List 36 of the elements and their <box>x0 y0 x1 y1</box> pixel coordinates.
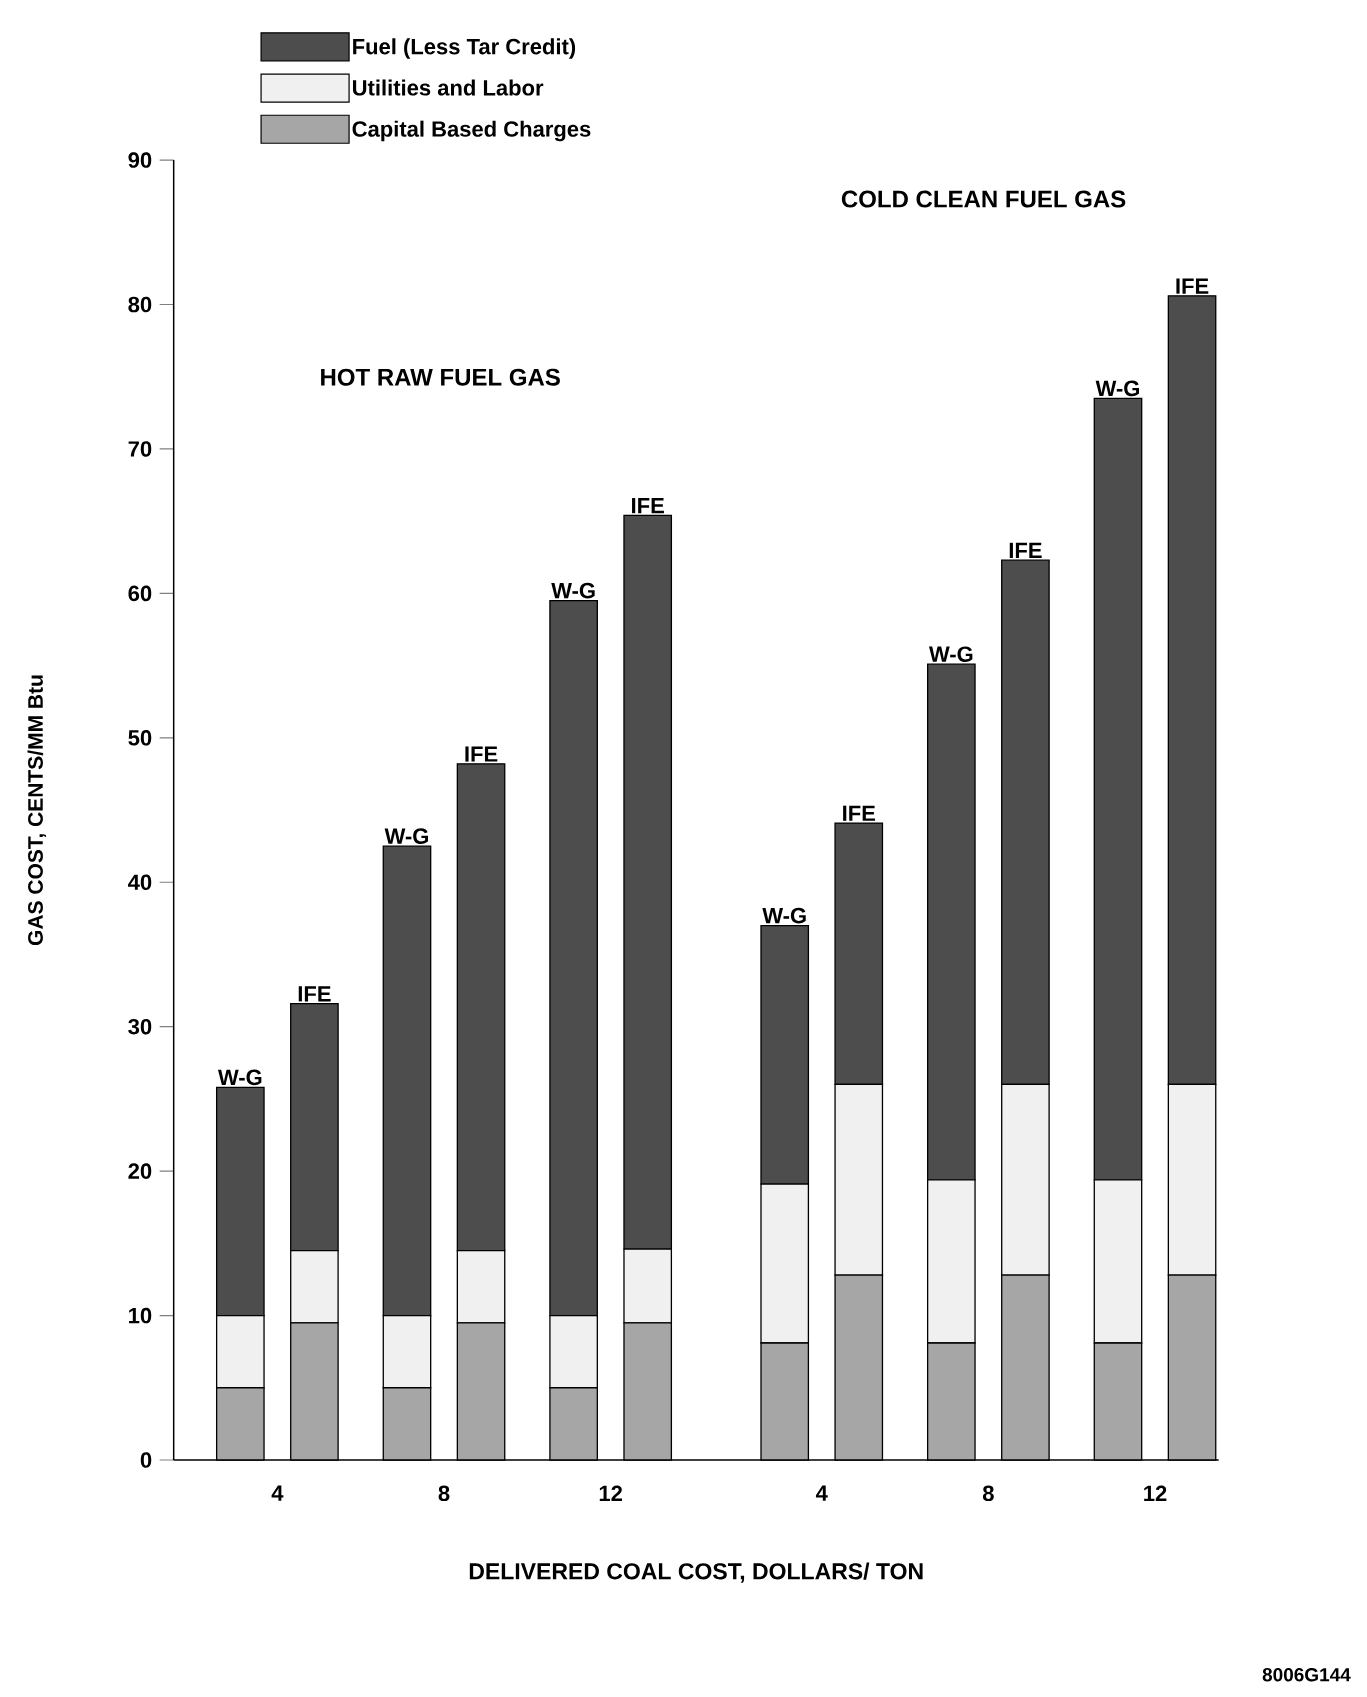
y-tick-label: 0 <box>140 1452 152 1468</box>
y-tick-label: 80 <box>128 296 152 313</box>
text: 8 <box>438 1485 450 1502</box>
data-label: IFE <box>1009 542 1042 558</box>
data-label: IFE <box>298 986 331 1002</box>
data-label: W-G <box>217 1069 262 1086</box>
text: 12 <box>1144 1485 1167 1501</box>
annotation: HOT RAW FUEL GAS <box>320 368 560 386</box>
y-tick-label: 30 <box>128 1018 152 1035</box>
annotation: COLD CLEAN FUEL GAS <box>841 190 1126 208</box>
legend-label: Capital Based Charges <box>352 120 591 142</box>
y-tick-label: 50 <box>128 730 152 746</box>
y-tick-label: 40 <box>127 874 152 891</box>
y-tick-label: 90 <box>128 152 152 168</box>
y-tick-label: 60 <box>128 585 152 602</box>
data-label: IFE <box>465 746 498 762</box>
legend-label: Fuel (Less Tar Credit) <box>352 38 575 59</box>
data-label: W-G <box>384 828 428 844</box>
data-label: IFE <box>631 498 664 514</box>
data-label: W-G <box>551 582 595 599</box>
x-axis-title: DELIVERED COAL COST, DOLLARS/ TON <box>469 1562 923 1583</box>
data-label: W-G <box>928 646 973 662</box>
data-label: W-G <box>1095 380 1139 397</box>
data-label: IFE <box>842 805 875 821</box>
legend-label: Utilities and Labor <box>352 79 544 96</box>
text: 4 <box>271 1485 284 1501</box>
data-label: IFE <box>1176 278 1209 294</box>
text: 12 <box>599 1485 622 1501</box>
y-tick-label: 20 <box>128 1163 152 1179</box>
text: 8 <box>982 1485 994 1502</box>
y-tick-label: 10 <box>128 1307 152 1324</box>
text: 8006G144 <box>1262 1668 1351 1682</box>
text: 4 <box>815 1485 828 1501</box>
data-label: W-G <box>762 907 806 924</box>
y-tick-label: 70 <box>128 441 152 457</box>
y-axis-title: GAS COST, CENTS/MM Btu <box>27 675 46 946</box>
